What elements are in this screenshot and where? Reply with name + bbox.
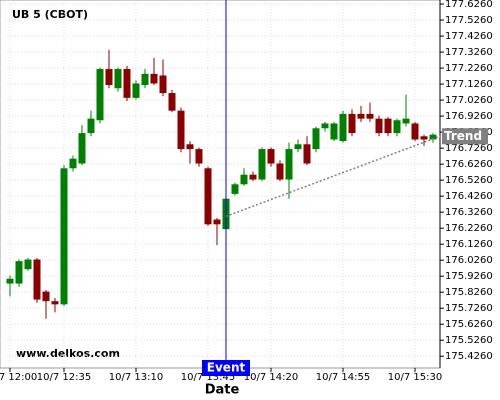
x-tick-label: 10/7 12:00: [0, 372, 37, 383]
candle-body: [123, 69, 131, 98]
y-tick-label: 177.1260: [445, 79, 493, 90]
candle-body: [339, 113, 347, 142]
y-tick-label: 176.5260: [445, 175, 493, 186]
candle-body: [177, 110, 185, 150]
candle-body: [294, 144, 302, 150]
y-tick-label: 176.9260: [445, 111, 493, 122]
y-tick-label: 177.3260: [445, 47, 493, 58]
candle-body: [420, 136, 428, 140]
y-tick-label: 175.5260: [445, 335, 493, 346]
x-axis-label: Date: [205, 383, 240, 398]
x-tick-label: 10/7 14:55: [316, 372, 370, 383]
candle-body: [276, 163, 284, 180]
candle-body: [42, 291, 50, 302]
event-box: [202, 360, 250, 376]
candle-body: [303, 144, 311, 164]
event-label: Event: [207, 361, 246, 375]
candle-body: [159, 75, 167, 94]
y-tick-label: 176.2260: [445, 223, 493, 234]
candle-body: [78, 133, 86, 164]
y-tick-label: 176.6260: [445, 159, 493, 170]
candle-body: [114, 69, 122, 89]
y-tick-label: 176.3260: [445, 207, 493, 218]
candle-body: [267, 149, 275, 164]
candle-body: [375, 118, 383, 134]
candle-body: [366, 113, 374, 119]
y-tick-label: 177.6260: [445, 0, 493, 10]
candle-body: [6, 278, 14, 284]
y-tick-label: 177.0260: [445, 95, 493, 106]
candle-body: [285, 149, 293, 180]
watermark: www.delkos.com: [16, 347, 120, 360]
candle-body: [24, 259, 32, 270]
x-tick-label: 10/7 13:45: [181, 372, 235, 383]
y-tick-label: 175.6260: [445, 319, 493, 330]
candle-body: [96, 69, 104, 121]
y-tick-label: 177.4260: [445, 31, 493, 42]
y-tick-label: 177.5260: [445, 15, 493, 26]
y-tick-label: 175.9260: [445, 271, 493, 282]
candle-body: [411, 123, 419, 140]
y-tick-label: 176.4260: [445, 191, 493, 202]
candle-body: [168, 93, 176, 111]
candle-body: [213, 219, 221, 225]
candle-body: [60, 168, 68, 305]
x-tick-label: 10/7 14:20: [244, 372, 298, 383]
x-tick-label: 10/7 13:10: [109, 372, 163, 383]
candle-body: [348, 113, 356, 134]
candle-body: [204, 168, 212, 225]
candle-body: [195, 149, 203, 164]
candle-body: [429, 134, 437, 140]
candle-body: [51, 301, 59, 305]
y-tick-label: 175.7260: [445, 303, 493, 314]
candle-body: [249, 174, 257, 180]
candle-body: [69, 158, 77, 169]
y-tick-label: 175.4260: [445, 351, 493, 362]
y-tick-label: 177.2260: [445, 63, 493, 74]
y-tick-label: 176.1260: [445, 239, 493, 250]
trend-box: [442, 128, 488, 145]
candle-body: [402, 118, 410, 124]
candle-body: [150, 73, 158, 84]
y-tick-label: 176.7260: [445, 143, 493, 154]
x-tick-label: 10/7 12:35: [37, 372, 91, 383]
candle-body: [186, 144, 194, 150]
candle-body: [231, 184, 239, 194]
chart-title: UB 5 (CBOT): [12, 8, 88, 21]
candle-body: [87, 118, 95, 134]
candle-body: [393, 120, 401, 134]
candle-body: [240, 174, 248, 185]
candle-body: [132, 83, 140, 98]
candle-body: [321, 123, 329, 129]
candle-body: [15, 261, 23, 284]
plot-area: [0, 0, 441, 369]
candle-body: [33, 259, 41, 300]
candle-body: [357, 113, 365, 119]
candle-body: [384, 118, 392, 134]
candle-body: [258, 149, 266, 180]
candle-body: [312, 128, 320, 150]
candle-body: [330, 123, 338, 140]
candle-body: [141, 73, 149, 86]
y-tick-label: 176.0260: [445, 255, 493, 266]
x-tick-label: 10/7 15:30: [388, 372, 442, 383]
y-tick-label: 175.8260: [445, 287, 493, 298]
trend-label: Trend: [444, 129, 482, 143]
candle-body: [105, 69, 113, 86]
